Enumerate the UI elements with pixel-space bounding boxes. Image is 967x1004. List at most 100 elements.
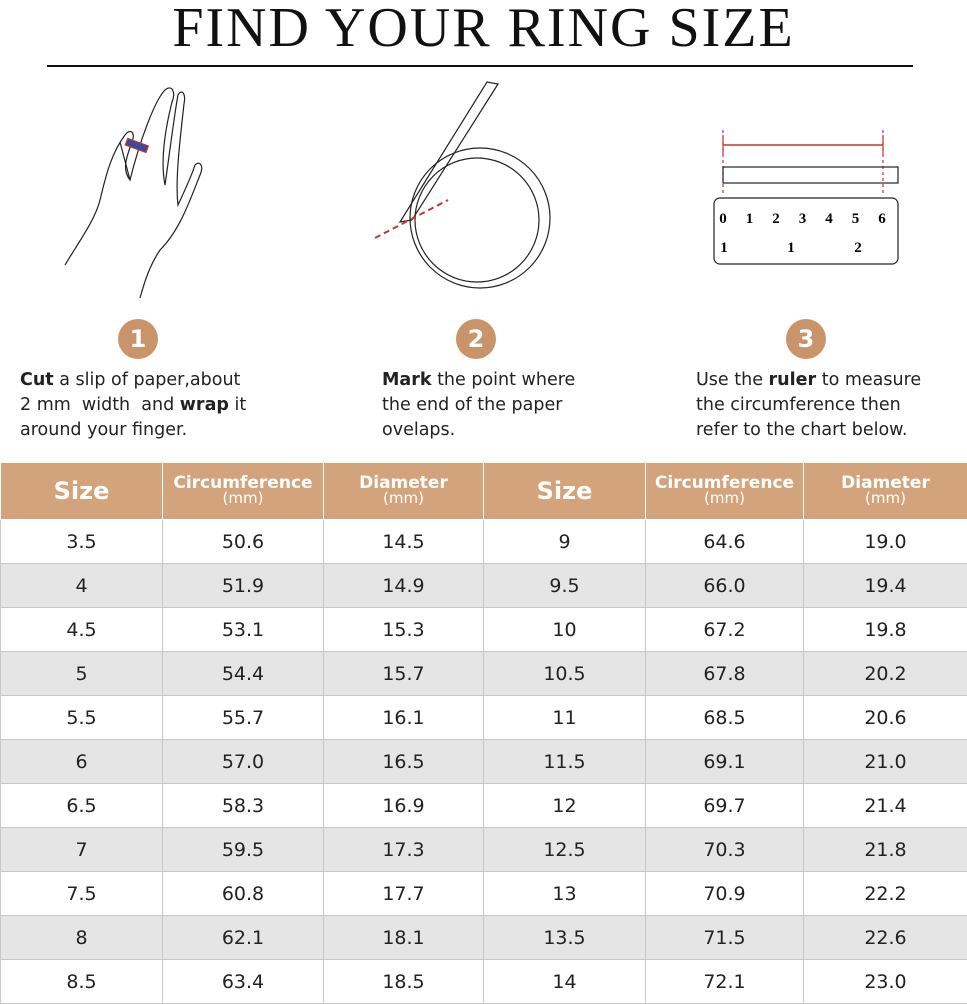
table-cell: 10 bbox=[484, 608, 646, 652]
table-cell: 7 bbox=[1, 828, 163, 872]
step-segment: a slip of paper,about bbox=[54, 370, 241, 390]
header-unit: (mm) bbox=[324, 491, 483, 506]
step-segment: refer to the chart below. bbox=[696, 420, 907, 440]
table-cell: 54.4 bbox=[163, 652, 324, 696]
step-segment: the circumference then bbox=[696, 395, 901, 415]
table-cell: 20.2 bbox=[804, 652, 967, 696]
table-cell: 13 bbox=[484, 872, 646, 916]
table-cell: 72.1 bbox=[646, 960, 804, 1004]
step-segment: Use the bbox=[696, 370, 769, 390]
table-cell: 19.4 bbox=[804, 564, 967, 608]
table-cell: 6.5 bbox=[1, 784, 163, 828]
table-cell: 70.9 bbox=[646, 872, 804, 916]
table-cell: 15.7 bbox=[324, 652, 484, 696]
table-cell: 13.5 bbox=[484, 916, 646, 960]
table-cell: 22.2 bbox=[804, 872, 967, 916]
table-cell: 67.8 bbox=[646, 652, 804, 696]
header-cell: Size bbox=[1, 463, 163, 520]
table-cell: 10.5 bbox=[484, 652, 646, 696]
table-cell: 5 bbox=[1, 652, 163, 696]
table-cell: 20.6 bbox=[804, 696, 967, 740]
header-label: Size bbox=[1, 484, 162, 499]
table-cell: 6 bbox=[1, 740, 163, 784]
table-cell: 50.6 bbox=[163, 520, 324, 564]
step-line: ovelaps. bbox=[382, 418, 575, 443]
header-label: Size bbox=[484, 484, 645, 499]
table-cell: 4.5 bbox=[1, 608, 163, 652]
table-cell: 18.1 bbox=[324, 916, 484, 960]
table-cell: 17.3 bbox=[324, 828, 484, 872]
table-cell: 58.3 bbox=[163, 784, 324, 828]
step-keyword: wrap bbox=[180, 395, 229, 415]
table-cell: 51.9 bbox=[163, 564, 324, 608]
table-cell: 4 bbox=[1, 564, 163, 608]
step-keyword: ruler bbox=[769, 370, 817, 390]
step-keyword: Cut bbox=[20, 370, 54, 390]
table-cell: 11 bbox=[484, 696, 646, 740]
header-cell: Diameter(mm) bbox=[804, 463, 967, 520]
step-segment: the point where bbox=[432, 370, 576, 390]
table-cell: 11.5 bbox=[484, 740, 646, 784]
step-line: Cut a slip of paper,about bbox=[20, 368, 246, 393]
step-badge: 3 bbox=[786, 319, 826, 359]
table-cell: 9.5 bbox=[484, 564, 646, 608]
header-unit: (mm) bbox=[804, 491, 967, 506]
table-cell: 70.3 bbox=[646, 828, 804, 872]
title-rule bbox=[47, 65, 913, 67]
table-cell: 17.7 bbox=[324, 872, 484, 916]
table-cell: 57.0 bbox=[163, 740, 324, 784]
table-cell: 19.8 bbox=[804, 608, 967, 652]
step-segment: ovelaps. bbox=[382, 420, 455, 440]
table-cell: 16.5 bbox=[324, 740, 484, 784]
table-cell: 8.5 bbox=[1, 960, 163, 1004]
paper-illustration bbox=[375, 82, 550, 288]
table-cell: 16.1 bbox=[324, 696, 484, 740]
table-cell: 14.5 bbox=[324, 520, 484, 564]
ruler-illustration bbox=[714, 130, 898, 264]
header-cell: Diameter(mm) bbox=[324, 463, 484, 520]
table-cell: 64.6 bbox=[646, 520, 804, 564]
table-cell: 68.5 bbox=[646, 696, 804, 740]
step-segment: 2 mm width and bbox=[20, 395, 180, 415]
table-cell: 14.9 bbox=[324, 564, 484, 608]
step-badge: 2 bbox=[456, 319, 496, 359]
table-cell: 69.1 bbox=[646, 740, 804, 784]
table-cell: 67.2 bbox=[646, 608, 804, 652]
table-cell: 3.5 bbox=[1, 520, 163, 564]
header-cell: Size bbox=[484, 463, 646, 520]
table-cell: 16.9 bbox=[324, 784, 484, 828]
header-cell: Circumference(mm) bbox=[646, 463, 804, 520]
table-cell: 9 bbox=[484, 520, 646, 564]
step-line: around your finger. bbox=[20, 418, 246, 443]
table-cell: 60.8 bbox=[163, 872, 324, 916]
table-cell: 5.5 bbox=[1, 696, 163, 740]
table-cell: 63.4 bbox=[163, 960, 324, 1004]
table-cell: 18.5 bbox=[324, 960, 484, 1004]
table-cell: 12 bbox=[484, 784, 646, 828]
table-cell: 22.6 bbox=[804, 916, 967, 960]
table-cell: 21.8 bbox=[804, 828, 967, 872]
table-cell: 53.1 bbox=[163, 608, 324, 652]
header-unit: (mm) bbox=[163, 491, 323, 506]
step-line: the end of the paper bbox=[382, 393, 575, 418]
step-segment: it bbox=[229, 395, 246, 415]
title: FIND YOUR RING SIZE bbox=[0, 0, 967, 60]
table-cell: 8 bbox=[1, 916, 163, 960]
step-badge: 1 bbox=[118, 319, 158, 359]
table-cell: 55.7 bbox=[163, 696, 324, 740]
table-cell: 59.5 bbox=[163, 828, 324, 872]
table-cell: 66.0 bbox=[646, 564, 804, 608]
table-cell: 71.5 bbox=[646, 916, 804, 960]
table-cell: 69.7 bbox=[646, 784, 804, 828]
table-cell: 15.3 bbox=[324, 608, 484, 652]
